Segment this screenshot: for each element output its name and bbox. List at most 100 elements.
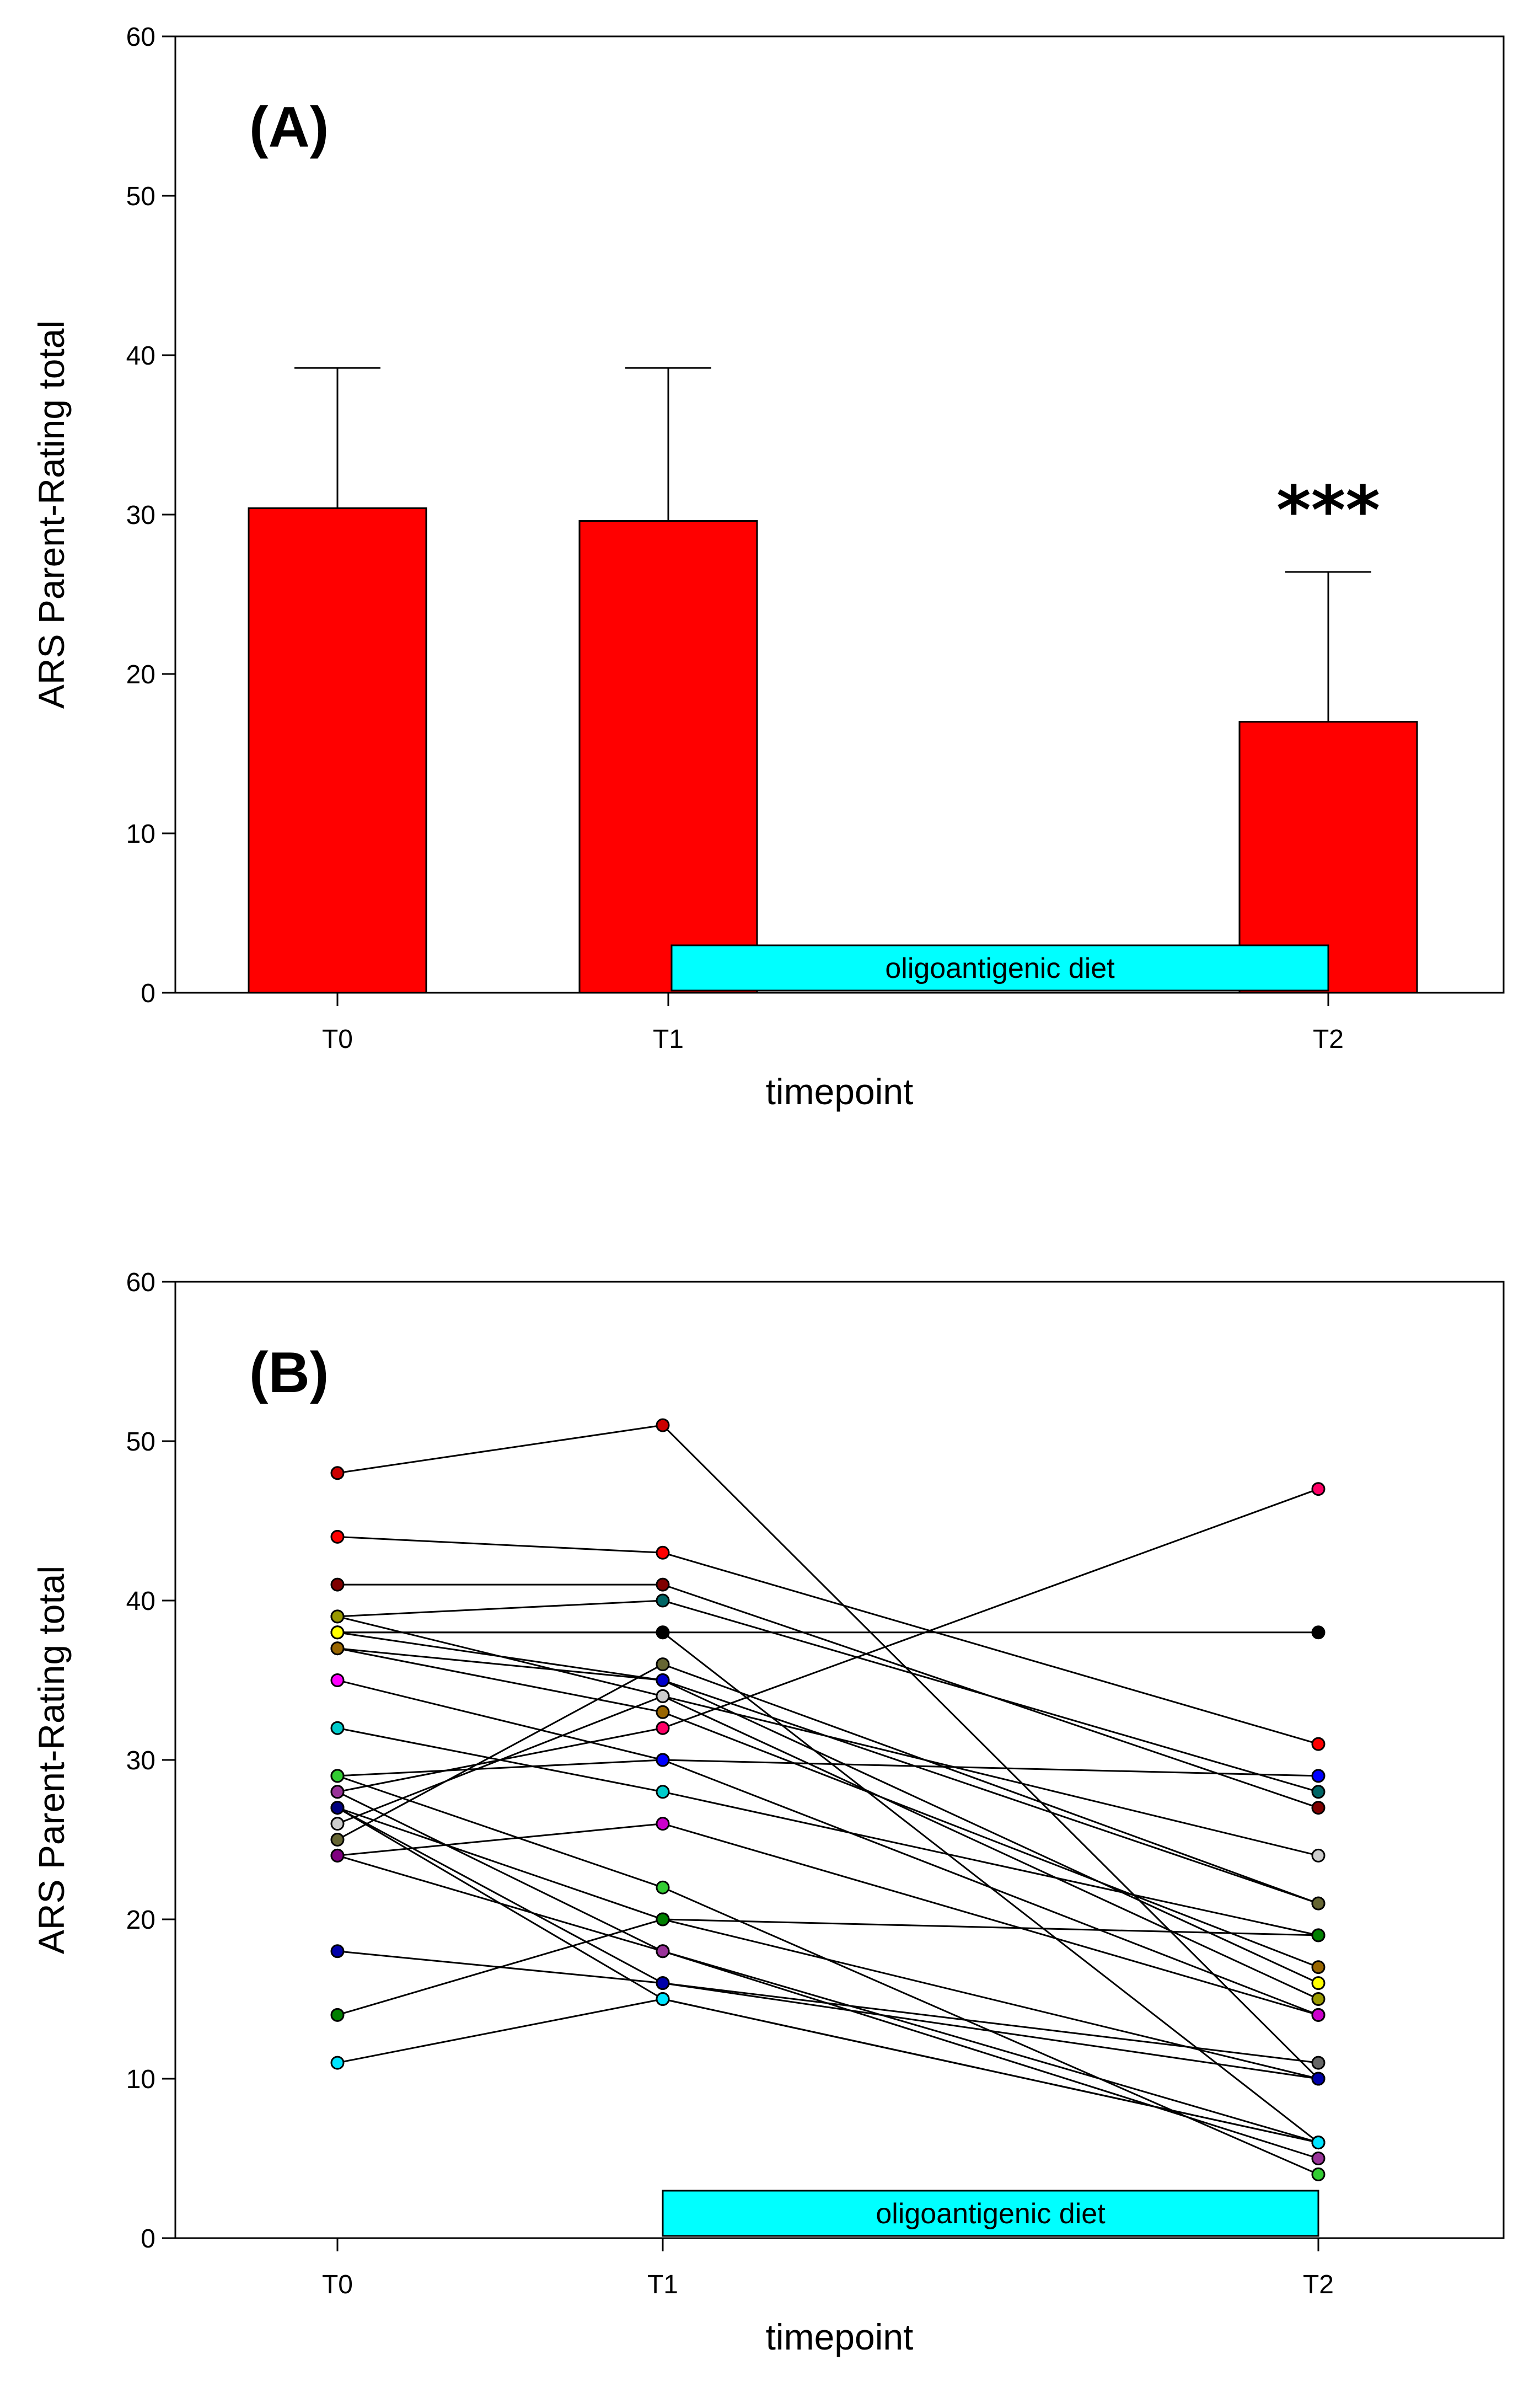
series-marker	[1311, 2008, 1326, 2022]
series-marker	[330, 1769, 345, 1783]
series-line	[337, 1854, 1319, 2144]
y-axis-title: ARS Parent-Rating total	[31, 1566, 72, 1954]
y-tick-label: 0	[141, 979, 155, 1008]
bar	[578, 520, 758, 994]
series-line	[337, 1727, 1319, 1936]
x-tick-label: T0	[322, 2270, 353, 2299]
series-marker	[656, 1418, 670, 1432]
series-line	[337, 1823, 1319, 2016]
series-marker	[656, 1817, 670, 1831]
series-marker	[656, 1593, 670, 1608]
series-marker	[656, 1689, 670, 1703]
series-marker	[1311, 2136, 1326, 2150]
y-tick-label: 10	[126, 2065, 155, 2094]
series-marker	[656, 1625, 670, 1640]
series-marker	[656, 1657, 670, 1672]
series-line	[337, 1583, 1319, 1809]
x-tick-label: T0	[322, 1025, 353, 1054]
series-line	[337, 1424, 1319, 2080]
y-tick-label: 50	[126, 1427, 155, 1457]
y-tick-label: 20	[126, 1906, 155, 1935]
series-marker	[1311, 1482, 1326, 1496]
y-tick-label: 0	[141, 2224, 155, 2254]
x-axis-title: timepoint	[766, 2316, 914, 2357]
series-marker	[1311, 2072, 1326, 2086]
series-line	[337, 1791, 1319, 2159]
series-marker	[1311, 1928, 1326, 1943]
x-axis-title: timepoint	[766, 1071, 914, 1112]
series-marker	[656, 1912, 670, 1927]
panel-label: (B)	[249, 1341, 329, 1405]
series-marker	[656, 1721, 670, 1735]
panel-b-line-chart: 0 10 20 30 40 50 60 T0 T1 T2 timepoint ARS Parent-R…	[31, 1268, 1505, 2357]
series-marker	[1311, 2056, 1326, 2070]
series-marker	[330, 1848, 345, 1863]
series-line	[337, 1807, 1319, 2064]
series-marker	[330, 1721, 345, 1735]
series-marker	[656, 1577, 670, 1592]
series-marker	[1311, 1896, 1326, 1911]
series-marker	[1311, 1737, 1326, 1751]
series-marker	[1311, 1769, 1326, 1783]
series-marker	[330, 1785, 345, 1799]
series-marker	[1311, 2167, 1326, 2181]
series-marker	[1311, 1625, 1326, 1640]
series-marker	[1311, 1785, 1326, 1799]
series-marker	[656, 1673, 670, 1687]
series-marker	[1311, 1801, 1326, 1815]
series-marker	[330, 1609, 345, 1624]
series-marker	[656, 1976, 670, 1990]
series-line	[337, 1998, 1319, 2144]
series-line	[337, 1950, 1319, 2080]
oligoantigenic-diet-label: oligoantigenic diet	[885, 952, 1115, 984]
panel-label: (A)	[249, 95, 329, 159]
series-marker	[656, 1992, 670, 2006]
series-line	[337, 1807, 1319, 2080]
significance-stars: ***	[1276, 473, 1380, 549]
series-marker	[330, 1817, 345, 1831]
x-tick-label: T1	[653, 1025, 684, 1054]
series-line	[337, 1663, 1319, 1904]
series-line	[337, 1615, 1319, 2000]
series-marker	[1311, 1976, 1326, 1990]
y-tick-label: 60	[126, 1268, 155, 1297]
oligoantigenic-diet-bar	[670, 944, 1329, 992]
series-marker	[330, 1466, 345, 1480]
series-marker	[656, 1785, 670, 1799]
series-marker	[330, 1529, 345, 1544]
series-line	[337, 1775, 1319, 2175]
y-tick-label: 20	[126, 660, 155, 689]
series-marker	[1311, 1992, 1326, 2006]
series-marker	[1311, 1848, 1326, 1863]
oligoantigenic-diet-label: oligoantigenic diet	[876, 2198, 1106, 2230]
series-marker	[330, 1944, 345, 1958]
series-marker	[656, 1944, 670, 1958]
y-tick-label: 40	[126, 341, 155, 371]
series-marker	[1311, 2152, 1326, 2165]
series-marker	[656, 1880, 670, 1895]
x-tick-label: T2	[1313, 1025, 1344, 1054]
series-marker	[330, 1833, 345, 1847]
series-marker	[330, 1801, 345, 1815]
y-axis-title: ARS Parent-Rating total	[31, 320, 72, 709]
series-marker	[330, 1625, 345, 1640]
series-marker	[330, 1577, 345, 1592]
series-marker	[1311, 1960, 1326, 1974]
series-marker	[656, 1705, 670, 1719]
series-marker	[330, 1641, 345, 1656]
series-line	[337, 1647, 1319, 1968]
bar	[248, 507, 427, 994]
panel-a-bar-chart: 0 10 20 30 40 50 60 T0 T1 T2 timepoint ARS Parent-R…	[31, 23, 1505, 1112]
series-line	[337, 1679, 1319, 2016]
series-marker	[656, 1545, 670, 1560]
x-tick-label: T1	[647, 2270, 678, 2299]
series-line	[337, 1918, 1319, 2016]
series-marker	[330, 1673, 345, 1687]
y-tick-label: 40	[126, 1587, 155, 1616]
series-marker	[656, 1753, 670, 1767]
series-marker	[330, 2056, 345, 2070]
y-tick-label: 60	[126, 23, 155, 52]
y-tick-label: 30	[126, 1746, 155, 1775]
y-tick-label: 30	[126, 501, 155, 530]
